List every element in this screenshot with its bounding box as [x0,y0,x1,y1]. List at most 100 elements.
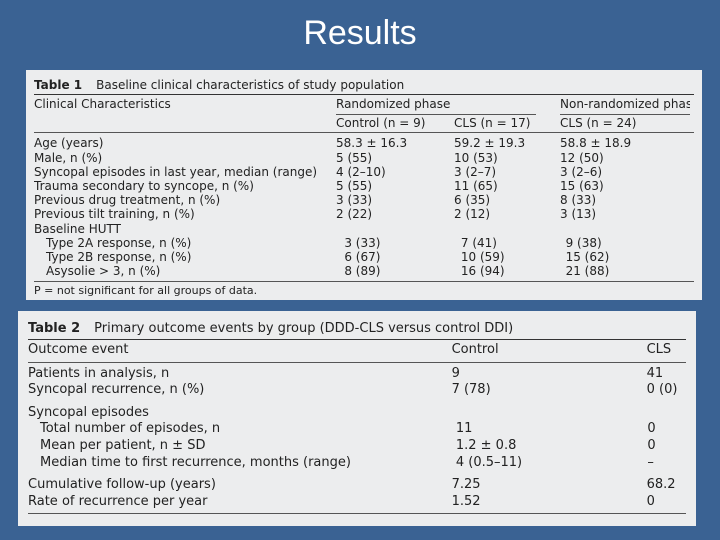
table1-cell: 10 (53) [454,150,498,165]
table2-header-rule [28,361,686,363]
table2-row: Patients in analysis, n 9 41 [28,366,686,383]
table2-row-label: Median time to first recurrence, months … [40,454,351,470]
table1-cell: 21 (88) [565,264,610,279]
table1-footnote: P = not significant for all groups of da… [34,284,258,298]
table2-header-outcome: Outcome event [28,342,129,357]
table1-row-label: Syncopal episodes in last year, median (… [34,164,318,179]
table1-number: Table 1 [34,78,83,92]
table2-cell-control: 4 (0.5–11) [455,454,523,470]
table1-header-group-row: Clinical Characteristics Randomized phas… [34,97,694,116]
table1-cell: 15 (62) [565,250,610,265]
table1-top-rule [34,94,694,95]
table1-header-cls-nonrand: CLS (n = 24) [560,116,637,131]
table2-cell-control: 7.25 [451,477,481,493]
table1-row: Baseline HUTT [34,222,694,236]
table2-block2-title: Syncopal episodes [28,404,149,420]
table1-cell: 3 (33) [344,235,381,250]
table1-row-label: Age (years) [34,136,104,151]
table1-row: Syncopal episodes in last year, median (… [34,165,694,179]
table1-header-col1: Clinical Characteristics [34,97,171,111]
table1-row: Age (years) 58.3 ± 16.3 59.2 ± 19.3 58.8 ± … [34,136,694,150]
table2-cell-cls: 68.2 [646,477,676,493]
table1-cell: 58.3 ± 16.3 [336,136,408,151]
table2-row: Syncopal recurrence, n (%) 7 (78) 0 (0) [28,382,686,399]
table1-row: Type 2A response, n (%) 3 (33) 7 (41) 9 (38… [34,236,694,250]
table1-cell: 9 (38) [565,235,602,250]
table2-row: Rate of recurrence per year 1.52 0 [28,494,686,511]
table1-header-rule [34,132,694,134]
table1-cell: 58.8 ± 18.9 [560,136,632,151]
table2-block1: Patients in analysis, n 9 41 Syncopal recur… [28,366,686,399]
table2-cell-control: 1.2 ± 0.8 [455,437,517,453]
table2-row: Median time to first recurrence, months … [28,455,686,472]
table2-row-label: Total number of episodes, n [40,421,221,437]
table1-row: Trauma secondary to syncope, n (%) 5 (55)… [34,179,694,193]
table1-cell: 59.2 ± 19.3 [454,136,526,151]
table1-cell: 5 (55) [336,150,373,165]
table2-row-label: Patients in analysis, n [28,365,170,381]
table2-row: Cumulative follow-up (years) 7.25 68.2 [28,477,686,494]
table2-cell-control: 11 [455,421,473,437]
table1-header-control: Control (n = 9) [336,116,426,131]
table2-row-label: Cumulative follow-up (years) [28,477,216,493]
table1-header-sub-row: Control (n = 9) CLS (n = 17) CLS (n = 24… [34,116,694,130]
table1-row: Previous tilt training, n (%) 2 (22) 2 (12… [34,207,694,221]
table2-caption: Primary outcome events by group (DDD-CLS… [94,321,514,336]
table1-cell: 3 (33) [336,193,373,208]
slide-title: Results [303,14,417,52]
table1-row: Type 2B response, n (%) 6 (67) 10 (59) 15 (… [34,250,694,264]
table1-row: Previous drug treatment, n (%) 3 (33) 6 (3… [34,193,694,207]
table1-cell: 8 (33) [560,193,597,208]
table2-row-label: Rate of recurrence per year [28,493,208,509]
table1-cell: 8 (89) [344,264,381,279]
table1-row-label: Type 2B response, n (%) [46,250,192,265]
table2-row: Mean per patient, n ± SD 1.2 ± 0.8 0 [28,438,686,455]
table1-cell: 3 (2–6) [560,164,603,179]
table2-cell-cls: 0 [646,493,655,509]
table1-caption: Baseline clinical characteristics of stu… [96,78,405,92]
table1-header-cls: CLS (n = 17) [454,116,531,131]
table2-row: Total number of episodes, n 11 0 [28,421,686,438]
table1-row-label: Asysolie > 3, n (%) [46,264,161,279]
table2-number: Table 2 [28,321,81,336]
table1-cell [454,222,560,236]
table1-cell: 6 (35) [454,193,491,208]
table2-title: Table 2 Primary outcome events by group (… [28,321,686,336]
table1-row-label: Baseline HUTT [34,221,121,236]
table1-cell: 6 (67) [344,250,381,265]
table2-cell-cls: 41 [646,365,664,381]
table2-block2-title-row: Syncopal episodes [28,405,686,422]
table1-cell: 16 (94) [460,264,505,279]
table1-header-nonrandomized: Non-randomized phase [560,97,690,116]
table1-cell: 5 (55) [336,179,373,194]
table1-row-label: Previous tilt training, n (%) [34,207,195,222]
table1-cell [560,222,690,236]
table2-top-rule [28,339,686,340]
table2-row-label: Syncopal recurrence, n (%) [28,382,205,398]
table2-row-label: Mean per patient, n ± SD [40,437,206,453]
table1-row-label: Male, n (%) [34,150,103,165]
table1-row-label: Trauma secondary to syncope, n (%) [34,179,254,194]
table1-row-label: Previous drug treatment, n (%) [34,193,221,208]
table1-row-label: Type 2A response, n (%) [46,235,192,250]
table1-header-randomized: Randomized phase [336,97,560,116]
table1-cell: 10 (59) [460,250,505,265]
table1-cell: 15 (63) [560,179,604,194]
table1-cell: 3 (2–7) [454,164,497,179]
table1-body: Age (years) 58.3 ± 16.3 59.2 ± 19.3 58.8 ± … [34,136,694,278]
table1-cell [336,222,454,236]
table2-cell-cls: 0 [647,437,656,453]
table2-block2: Total number of episodes, n 11 0 Mean per p… [28,421,686,471]
table1-cell: 11 (65) [454,179,498,194]
table2-block3: Cumulative follow-up (years) 7.25 68.2 Rate… [28,477,686,510]
table2-cell-control: 1.52 [451,493,481,509]
table2-header-control: Control [451,342,499,357]
table1-row: Asysolie > 3, n (%) 8 (89) 16 (94) 21 (88) [34,264,694,278]
table1-cell: 2 (12) [454,207,491,222]
table1-bottom-rule [34,281,694,283]
table1-panel: Table 1 Baseline clinical characteristics… [26,70,702,300]
table1-title: Table 1 Baseline clinical characteristics… [34,78,694,92]
table2-bottom-rule [28,513,686,515]
table2-cell-cls: 0 (0) [646,382,678,398]
table2-cell-control: 7 (78) [451,382,491,398]
